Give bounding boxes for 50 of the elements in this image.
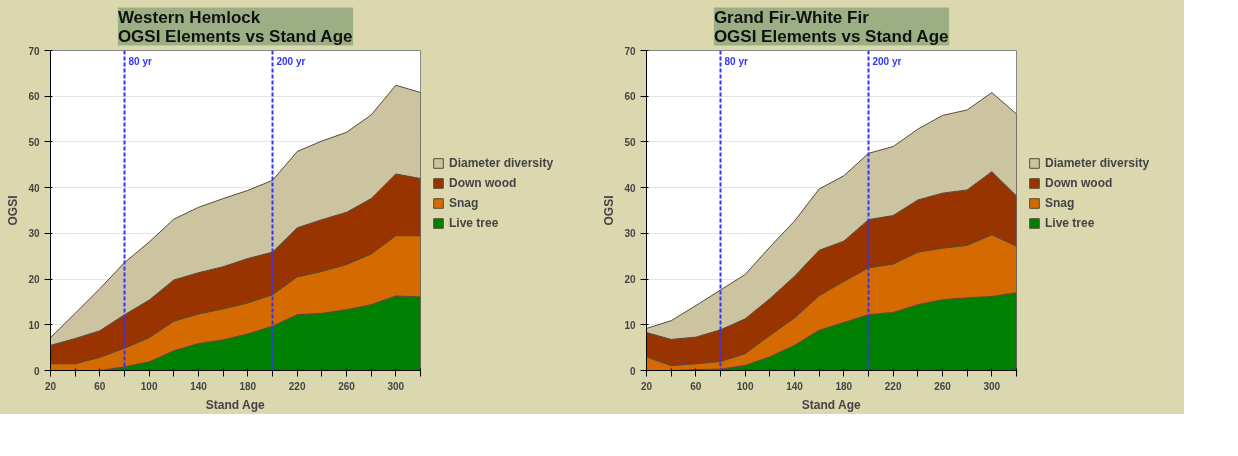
y-tick-label: 10 — [28, 319, 40, 331]
legend-label: Down wood — [449, 176, 517, 191]
legend-label: Diameter diversity — [1045, 156, 1150, 171]
x-axis-title: Stand Age — [801, 397, 862, 412]
x-axis-title: Stand Age — [205, 397, 266, 412]
y-tick-label: 30 — [28, 228, 40, 240]
x-tick-label: 300 — [983, 380, 1001, 392]
y-tick-label: 60 — [624, 91, 636, 103]
chart-title: Western Hemlock OGSI Elements vs Stand Age — [117, 7, 353, 46]
y-tick-label: 70 — [624, 45, 636, 57]
y-tick-label: 40 — [624, 182, 636, 194]
legend-label: Live tree — [449, 216, 499, 231]
ref-line-label: 80 yr — [128, 55, 152, 67]
y-tick-label: 10 — [624, 319, 636, 331]
ref-line-label: 200 yr — [276, 55, 306, 67]
x-tick-label: 220 — [288, 380, 306, 392]
x-tick-label: 60 — [690, 380, 702, 392]
ref-line-label: 80 yr — [724, 55, 748, 67]
y-axis-title: OGSI — [6, 195, 21, 226]
y-tick-label: 60 — [28, 91, 40, 103]
x-tick-label: 100 — [736, 380, 754, 392]
legend-label: Live tree — [1045, 216, 1095, 231]
y-tick-label: 20 — [624, 274, 636, 286]
legend-label: Diameter diversity — [449, 156, 554, 171]
x-tick-label: 180 — [239, 380, 257, 392]
y-tick-label: 50 — [28, 136, 40, 148]
x-tick-label: 300 — [387, 380, 405, 392]
y-tick-label: 0 — [629, 365, 636, 377]
y-axis-title: OGSI — [602, 195, 617, 226]
chart-title: Grand Fir-White Fir OGSI Elements vs Stand Age — [713, 7, 949, 46]
y-tick-label: 30 — [624, 228, 636, 240]
y-tick-label: 20 — [28, 274, 40, 286]
x-tick-label: 180 — [835, 380, 853, 392]
legend-label: Snag — [1045, 196, 1075, 211]
y-tick-label: 0 — [33, 365, 40, 377]
x-tick-label: 20 — [640, 380, 653, 392]
legend-label: Down wood — [1045, 176, 1113, 191]
y-tick-label: 50 — [624, 136, 636, 148]
x-tick-label: 220 — [884, 380, 902, 392]
legend-label: Snag — [449, 196, 479, 211]
x-tick-label: 60 — [94, 380, 106, 392]
x-tick-label: 140 — [190, 380, 208, 392]
x-tick-label: 100 — [140, 380, 158, 392]
x-tick-label: 260 — [338, 380, 356, 392]
x-tick-label: 260 — [934, 380, 952, 392]
y-tick-label: 40 — [28, 182, 40, 194]
x-tick-label: 20 — [44, 380, 57, 392]
y-tick-label: 70 — [28, 45, 40, 57]
x-tick-label: 140 — [786, 380, 804, 392]
ref-line-label: 200 yr — [872, 55, 902, 67]
